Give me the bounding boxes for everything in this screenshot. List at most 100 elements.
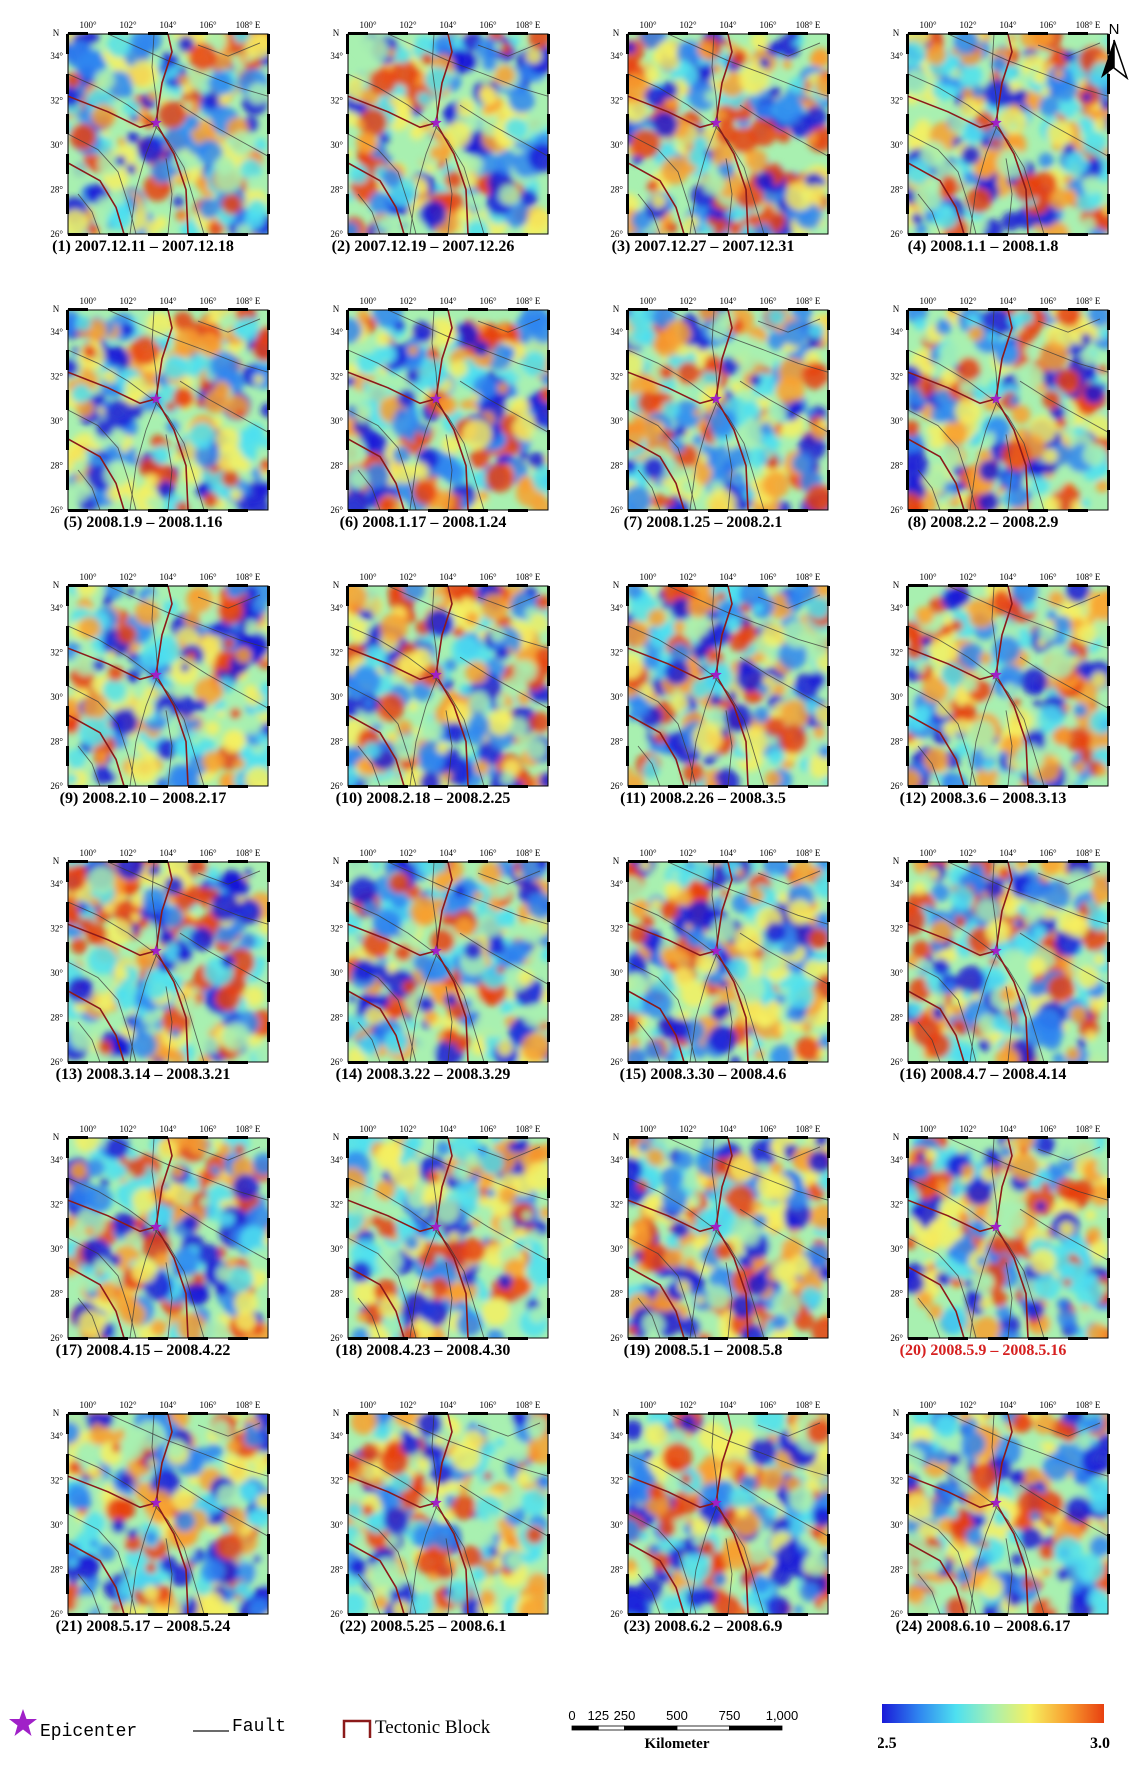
lat-axis-label: N — [893, 1408, 900, 1418]
lat-tick-label: 30° — [50, 416, 63, 426]
epicenter-star-icon — [710, 116, 722, 128]
epicenter-star-icon — [150, 668, 162, 680]
lat-tick-label: 28° — [890, 1565, 903, 1575]
lon-tick-label: 104° — [439, 1124, 457, 1134]
lon-tick-label: 100° — [79, 1124, 97, 1134]
panel-caption: (18) 2008.4.23 – 2008.4.30 — [335, 1342, 511, 1359]
lat-tick-label: 32° — [330, 648, 343, 658]
lon-tick-label: 104° — [999, 572, 1017, 582]
panel-caption: (12) 2008.3.6 – 2008.3.13 — [899, 790, 1067, 807]
lat-tick-label: 28° — [890, 737, 903, 747]
lon-tick-label: 108° E — [236, 1400, 261, 1410]
lon-tick-label: 108° E — [1076, 572, 1101, 582]
lon-tick-label: 104° — [439, 20, 457, 30]
lat-tick-label: 34° — [610, 327, 623, 337]
epicenter-star-icon — [710, 668, 722, 680]
lat-tick-label: 30° — [50, 1244, 63, 1254]
map-panel: 100° 102° 104° 106° 108° E 34° 32° 30° 28° 26° N (1… — [288, 558, 558, 836]
lat-axis-label: N — [613, 28, 620, 38]
lat-tick-label: 34° — [890, 603, 903, 613]
lon-tick-label: 100° — [79, 296, 97, 306]
lon-tick-label: 102° — [959, 296, 977, 306]
epicenter-star-icon — [430, 392, 442, 404]
panel-caption: (13) 2008.3.14 – 2008.3.21 — [55, 1066, 231, 1083]
north-arrow: N — [1096, 20, 1132, 82]
lon-tick-label: 106° — [199, 572, 217, 582]
lon-tick-label: 100° — [79, 1400, 97, 1410]
lon-tick-label: 104° — [159, 296, 177, 306]
anomaly-field — [628, 34, 828, 234]
lon-tick-label: 104° — [439, 848, 457, 858]
lon-tick-label: 106° — [199, 1124, 217, 1134]
lon-tick-label: 100° — [79, 572, 97, 582]
epicenter-star-icon — [710, 1496, 722, 1508]
lon-tick-label: 100° — [639, 848, 657, 858]
anomaly-field — [628, 310, 828, 510]
lon-tick-label: 104° — [719, 572, 737, 582]
lat-tick-label: 34° — [330, 1431, 343, 1441]
lon-tick-label: 108° E — [1076, 20, 1101, 30]
lon-tick-label: 104° — [439, 1400, 457, 1410]
map-panel: 100° 102° 104° 106° 108° E 34° 32° 30° 28° 26° N (1… — [8, 1110, 278, 1388]
map-panel: 100° 102° 104° 106° 108° E 34° 32° 30° 28° 26° N (2… — [848, 1110, 1118, 1388]
lat-tick-label: 32° — [330, 1200, 343, 1210]
lat-axis-label: N — [333, 580, 340, 590]
lat-tick-label: 28° — [610, 185, 623, 195]
epicenter-star-icon — [990, 1496, 1002, 1508]
lon-tick-label: 102° — [959, 1400, 977, 1410]
lat-tick-label: 34° — [610, 1155, 623, 1165]
lat-tick-label: 34° — [330, 1155, 343, 1165]
lat-tick-label: 32° — [890, 96, 903, 106]
anomaly-field — [908, 1414, 1108, 1614]
lon-tick-label: 106° — [199, 296, 217, 306]
epicenter-star-icon — [990, 1220, 1002, 1232]
map-panel: 100° 102° 104° 106° 108° E 34° 32° 30° 28° 26° N (5… — [8, 282, 278, 560]
lon-tick-label: 106° — [479, 848, 497, 858]
anomaly-field — [348, 1138, 548, 1338]
lat-tick-label: 28° — [50, 737, 63, 747]
lat-tick-label: 34° — [890, 879, 903, 889]
lat-tick-label: 34° — [610, 1431, 623, 1441]
lon-tick-label: 108° E — [236, 296, 261, 306]
lat-tick-label: 32° — [610, 1200, 623, 1210]
anomaly-field — [628, 586, 828, 786]
lon-tick-label: 108° E — [236, 572, 261, 582]
lon-tick-label: 108° E — [1076, 1400, 1101, 1410]
lat-tick-label: 34° — [330, 603, 343, 613]
lat-tick-label: 30° — [610, 692, 623, 702]
lon-tick-label: 104° — [999, 296, 1017, 306]
lat-tick-label: 32° — [610, 1476, 623, 1486]
lon-tick-label: 104° — [719, 20, 737, 30]
lat-tick-label: 26° — [330, 229, 343, 238]
epicenter-star-icon — [990, 944, 1002, 956]
lon-tick-label: 106° — [199, 848, 217, 858]
lat-tick-label: 34° — [50, 51, 63, 61]
lon-tick-label: 108° E — [236, 1124, 261, 1134]
lat-tick-label: 28° — [330, 185, 343, 195]
lat-tick-label: 28° — [890, 461, 903, 471]
lat-tick-label: 30° — [890, 1520, 903, 1530]
lon-tick-label: 102° — [399, 1400, 417, 1410]
lon-tick-label: 106° — [479, 1400, 497, 1410]
lon-tick-label: 106° — [1039, 848, 1057, 858]
map-panel: 100° 102° 104° 106° 108° E 34° 32° 30° 28° 26° N (1… — [568, 558, 838, 836]
lat-axis-label: N — [613, 304, 620, 314]
fault-label: Fault — [232, 1717, 287, 1737]
anomaly-field — [628, 862, 828, 1062]
map-panel: 100° 102° 104° 106° 108° E 34° 32° 30° 28° 26° N (1… — [8, 6, 278, 284]
lon-tick-label: 104° — [159, 1124, 177, 1134]
lon-tick-label: 108° E — [516, 296, 541, 306]
panel-caption: (1) 2007.12.11 – 2007.12.18 — [52, 238, 234, 255]
map-panel: 100° 102° 104° 106° 108° E 34° 32° 30° 28° 26° N (1… — [848, 834, 1118, 1112]
lon-tick-label: 104° — [439, 572, 457, 582]
lon-tick-label: 102° — [399, 572, 417, 582]
lat-tick-label: 26° — [50, 505, 63, 514]
lon-tick-label: 106° — [759, 20, 777, 30]
lon-tick-label: 100° — [639, 1400, 657, 1410]
panel-caption: (11) 2008.2.26 – 2008.3.5 — [620, 790, 786, 807]
lat-tick-label: 32° — [890, 924, 903, 934]
lon-tick-label: 102° — [679, 1124, 697, 1134]
map-panel: 100° 102° 104° 106° 108° E 34° 32° 30° 28° 26° N (1… — [568, 1110, 838, 1388]
lat-axis-label: N — [893, 304, 900, 314]
lat-tick-label: 30° — [610, 140, 623, 150]
